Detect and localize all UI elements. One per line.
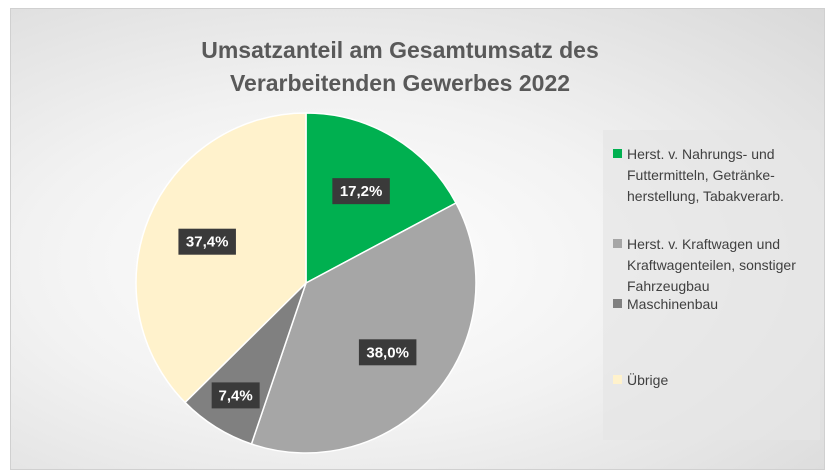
legend-swatch (613, 239, 622, 248)
legend-swatch (613, 149, 622, 158)
legend-item: Herst. v. Nahrungs- und Futtermitteln, G… (613, 144, 827, 207)
legend-swatch (613, 375, 622, 384)
legend: Herst. v. Nahrungs- und Futtermitteln, G… (603, 130, 820, 440)
legend-item: Maschinenbau (613, 294, 827, 315)
legend-item: Übrige (613, 370, 827, 391)
data-label-box (332, 178, 390, 205)
data-label: 38,0% (366, 344, 409, 361)
data-label: 7,4% (219, 387, 253, 404)
data-label: 37,4% (186, 234, 229, 251)
legend-label: Herst. v. Kraftwagen und Kraftwagenteile… (627, 236, 796, 294)
data-label-box (358, 339, 417, 366)
data-label-box (178, 228, 236, 255)
data-label-box (211, 382, 260, 409)
legend-label: Herst. v. Nahrungs- und Futtermitteln, G… (627, 146, 784, 204)
pie-slice (250, 201, 477, 454)
legend-swatch (613, 299, 622, 308)
chart-title: Umsatzanteil am Gesamtumsatz des Verarbe… (201, 37, 599, 96)
pie-slice (135, 112, 307, 404)
legend-label: Maschinenbau (627, 296, 719, 312)
data-label: 17,2% (340, 183, 383, 200)
legend-label: Übrige (627, 372, 669, 388)
legend-item: Herst. v. Kraftwagen und Kraftwagenteile… (613, 234, 827, 297)
